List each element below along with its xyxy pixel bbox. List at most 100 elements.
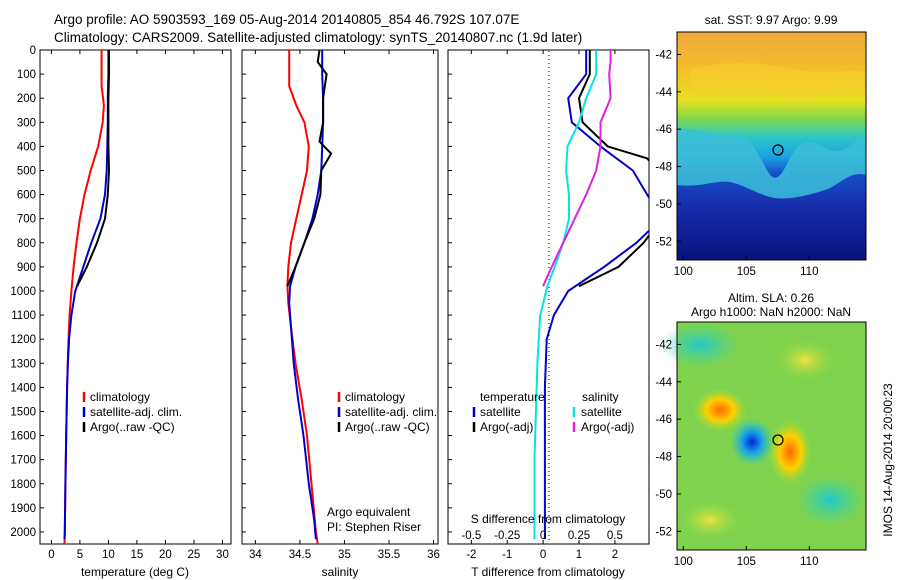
y-tick-label: -46 (655, 414, 672, 426)
y-tick-label: -50 (655, 489, 672, 501)
difference-legend: temperature salinity satellite Argo(-adj… (472, 390, 634, 434)
x-tick-label: 100 (674, 556, 693, 568)
sst-map-axes (676, 31, 867, 261)
x-tick-label: 0 (48, 549, 54, 561)
legend-label-argo: Argo(..raw -QC) (90, 420, 175, 434)
legend-label-s-argo: Argo(-adj) (581, 420, 634, 434)
x-tick-label: 110 (800, 556, 818, 568)
y-tick-label: 1100 (11, 310, 36, 322)
s-tick-label: -0.5 (461, 530, 481, 542)
salinity-axes (241, 49, 439, 545)
sst-front-tongue (677, 128, 866, 199)
y-tick-label: -48 (655, 452, 672, 464)
y-tick-label: -52 (655, 236, 672, 248)
legend-label-argo: Argo(..raw -QC) (345, 420, 430, 434)
series-line (286, 50, 333, 287)
imos-side-label: IMOS 14-Aug-2014 20:00:23 (881, 383, 895, 537)
legend-label-climatology: climatology (90, 390, 150, 404)
legend-label-satellite: satellite-adj. clim. (345, 405, 437, 419)
y-tick-label: 1800 (10, 479, 36, 491)
sla-map-axes (676, 321, 867, 551)
sla-anomaly (692, 388, 748, 432)
y-tick-label: -42 (655, 339, 672, 351)
s-tick-label: 0.25 (568, 530, 590, 542)
y-tick-label: 500 (17, 165, 36, 177)
y-tick-label: -48 (655, 162, 672, 174)
difference-axes (447, 49, 650, 545)
y-tick-label: 1500 (10, 406, 36, 418)
salinity-xlabel: salinity (322, 565, 359, 579)
x-tick-label: 0 (540, 549, 546, 561)
sla-map-panel: Altim. SLA: 0.26 Argo h1000: NaN h2000: … (655, 291, 895, 568)
series-line (533, 50, 598, 540)
s-tick-label: 0.5 (607, 530, 623, 542)
x-tick-label: 15 (131, 549, 144, 561)
y-tick-label: 2000 (10, 527, 36, 539)
y-tick-label: 1200 (10, 334, 36, 346)
y-tick-label: 600 (17, 190, 36, 202)
legend-label-t-argo: Argo(-adj) (480, 420, 533, 434)
series-line (543, 50, 649, 540)
pi-note: PI: Stephen Riser (327, 520, 421, 534)
y-tick-label: -42 (655, 49, 672, 61)
legend-label-satellite: satellite-adj. clim. (90, 405, 182, 419)
x-tick-label: 20 (159, 549, 172, 561)
temperature-legend: climatology satellite-adj. clim. Argo(..… (82, 390, 182, 434)
salinity-legend: climatology satellite-adj. clim. Argo(..… (337, 390, 437, 434)
sla-anomaly (680, 502, 740, 538)
sla-anomaly (775, 340, 835, 380)
x-tick-label: 105 (737, 556, 756, 568)
sst-warm-patch (690, 63, 866, 98)
y-tick-label: -44 (655, 377, 672, 389)
sla-map-title: Altim. SLA: 0.26 (728, 291, 814, 305)
y-tick-label: 900 (17, 262, 36, 274)
temperature-panel: 0 5 10 15 20 25 30 0 100 200 300 400 500 600 700 800 90… (10, 45, 232, 579)
x-tick-label: 36 (427, 549, 440, 561)
y-tick-label: -50 (655, 199, 672, 211)
series-line (542, 50, 612, 287)
y-tick-label: 100 (17, 69, 36, 81)
y-tick-label: 700 (17, 214, 36, 226)
x-tick-label: 30 (216, 549, 229, 561)
legend-label-climatology: climatology (345, 390, 405, 404)
x-tick-label: 34.5 (289, 549, 311, 561)
legend-title-salinity: salinity (582, 390, 619, 404)
header-line-2: Climatology: CARS2009. Satellite-adjuste… (54, 30, 582, 45)
y-tick-label: 1900 (10, 503, 36, 515)
x-tick-label: 25 (188, 549, 201, 561)
y-tick-label: -52 (655, 526, 672, 538)
y-tick-label: -46 (655, 124, 672, 136)
y-tick-label: -44 (655, 87, 672, 99)
sla-anomaly (730, 418, 774, 466)
series-line (76, 50, 110, 287)
y-tick-label: 800 (17, 238, 36, 250)
y-tick-label: 200 (17, 93, 36, 105)
x-tick-label: -1 (502, 549, 512, 561)
sla-map-subtitle: Argo h1000: NaN h2000: NaN (691, 305, 851, 319)
legend-title-temperature: temperature (480, 390, 545, 404)
t-difference-label: T difference from climatology (471, 565, 625, 579)
argo-location-marker (772, 434, 784, 446)
x-tick-label: 110 (800, 266, 818, 278)
x-tick-label: 1 (576, 549, 582, 561)
x-tick-label: -2 (466, 549, 476, 561)
series-line (578, 50, 649, 288)
y-tick-label: 1700 (10, 455, 36, 467)
y-tick-label: 1600 (10, 431, 36, 443)
x-tick-label: 5 (77, 549, 83, 561)
sla-anomaly (795, 475, 865, 525)
sst-map-panel: sat. SST: 9.97 Argo: 9.99 100 105 110 -42 -4… (655, 13, 867, 278)
legend-label-s-satellite: satellite (581, 405, 622, 419)
y-tick-label: 400 (17, 141, 36, 153)
series-line (286, 50, 319, 544)
argo-location-marker (772, 144, 784, 156)
x-tick-label: 105 (737, 266, 756, 278)
salinity-panel: 34 34.5 35 35.5 36 salinity climatology sate… (241, 49, 440, 579)
argo-equivalent-note: Argo equivalent (327, 505, 411, 519)
x-tick-label: 2 (612, 549, 618, 561)
series-line (288, 50, 325, 540)
y-tick-label: 0 (30, 45, 36, 57)
y-tick-label: 1300 (10, 358, 36, 370)
s-tick-label: -0.25 (494, 530, 520, 542)
